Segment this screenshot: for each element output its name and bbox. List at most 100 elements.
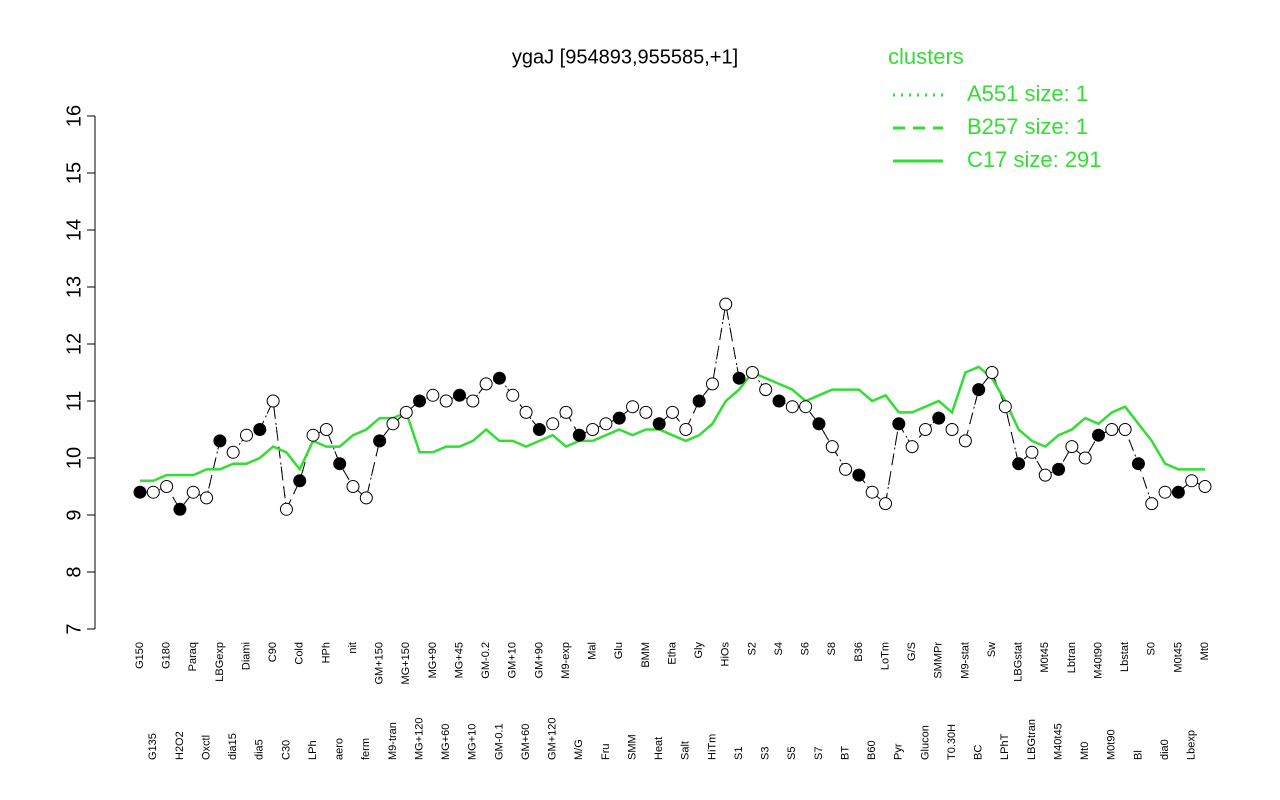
x-tick-label: HiOs	[720, 642, 732, 667]
x-tick-label: SMM	[626, 734, 638, 760]
x-tick-label: MG+10	[467, 724, 479, 760]
x-tick-label: MG+90	[427, 642, 439, 678]
point	[1171, 485, 1185, 499]
point	[359, 491, 373, 505]
point	[306, 428, 320, 442]
point	[226, 445, 240, 459]
point	[1198, 480, 1212, 493]
x-tick-label: Salt	[680, 741, 692, 760]
x-tick-label: BT	[839, 746, 851, 760]
x-tick-label: LPhT	[999, 733, 1011, 760]
x-tick-label: LoTm	[879, 642, 891, 670]
point	[186, 485, 200, 499]
point	[772, 394, 786, 408]
x-tick-label: S4	[773, 642, 785, 655]
cluster-line	[140, 365, 1205, 483]
x-tick-label: B36	[853, 642, 865, 662]
point	[905, 440, 919, 454]
x-tick-label: G135	[147, 733, 159, 760]
x-tick-label: Lbstat	[1119, 642, 1131, 672]
x-tick-label: S6	[800, 642, 812, 655]
point	[293, 474, 307, 488]
point	[532, 423, 546, 436]
x-tick-label: M9-tran	[387, 722, 399, 760]
y-tick-label: 7	[63, 623, 85, 634]
point	[825, 440, 839, 454]
x-tick-label: nit	[347, 642, 359, 654]
x-tick-label: SMMPr	[933, 642, 945, 679]
y-tick-label: 12	[63, 333, 85, 355]
x-tick-label: Diami	[240, 642, 252, 670]
y-tick-label: 9	[63, 509, 85, 520]
x-tick-label: LBGexp	[214, 642, 226, 682]
point	[799, 400, 813, 414]
point	[985, 366, 999, 379]
point	[666, 405, 679, 419]
x-tick-label: M/G	[573, 739, 585, 760]
point	[213, 434, 227, 448]
point	[413, 394, 427, 408]
x-tick-label: Heat	[653, 737, 665, 760]
point	[639, 405, 653, 419]
x-tick-label: LBGstat	[1013, 642, 1025, 682]
x-tick-label: dia15	[227, 733, 239, 760]
y-tick-label: 13	[63, 276, 85, 298]
x-tick-label: GM-0.1	[493, 723, 505, 760]
y-tick-label: 16	[63, 105, 85, 127]
point	[466, 394, 480, 408]
point	[453, 388, 466, 402]
x-tick-label: G150	[134, 642, 146, 669]
point	[266, 394, 280, 408]
point	[279, 502, 293, 516]
x-tick-label: GM-0.2	[480, 642, 492, 679]
y-tick-label: 10	[63, 447, 85, 469]
point	[1145, 497, 1159, 511]
point	[865, 485, 879, 499]
point	[200, 491, 214, 505]
point	[599, 417, 613, 431]
point	[240, 428, 253, 442]
x-tick-label: GM+120	[547, 718, 559, 761]
x-tick-label: GM+60	[520, 724, 532, 760]
point	[705, 377, 719, 391]
point	[879, 497, 892, 511]
point	[346, 480, 360, 493]
point	[918, 423, 932, 436]
point	[652, 417, 666, 431]
point	[492, 371, 506, 385]
point	[1105, 423, 1119, 436]
point	[892, 417, 906, 431]
x-tick-label: S7	[813, 747, 825, 760]
point	[319, 423, 333, 436]
x-tick-label: aero	[334, 738, 346, 760]
x-tick-label: Bl	[1132, 750, 1144, 760]
x-tick-label: Mal	[587, 642, 599, 660]
x-tick-label: Lbexp	[1186, 730, 1198, 760]
point	[1118, 423, 1132, 436]
point	[173, 502, 187, 516]
legend-label: C17 size: 291	[967, 147, 1102, 172]
point	[852, 468, 866, 482]
point	[572, 428, 586, 442]
x-tick-label: Lbtran	[1066, 642, 1078, 673]
point	[612, 411, 626, 425]
x-tick-label: ferm	[360, 738, 372, 760]
point	[253, 423, 267, 436]
point	[932, 411, 946, 425]
point	[759, 383, 773, 397]
x-tick-label: S8	[826, 642, 838, 655]
point	[160, 480, 174, 493]
x-tick-label: HPh	[320, 642, 332, 663]
point	[972, 383, 986, 397]
x-tick-label: dia0	[1159, 739, 1171, 760]
point	[1078, 451, 1092, 465]
point	[506, 388, 520, 402]
x-tick-label: HiTm	[706, 734, 718, 760]
x-tick-label: S0	[1146, 642, 1158, 655]
point	[692, 394, 706, 408]
x-tick-label: B60	[866, 740, 878, 760]
point	[626, 400, 640, 414]
point	[386, 417, 400, 431]
x-tick-label: M9-exp	[560, 642, 572, 679]
x-tick-label: MG+60	[440, 724, 452, 760]
